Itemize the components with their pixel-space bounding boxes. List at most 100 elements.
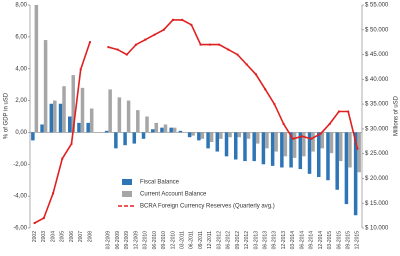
x-tick-label: 06-2012 xyxy=(226,231,232,250)
legend-label: Fiscal Balance xyxy=(140,180,180,186)
line-marker xyxy=(227,48,230,51)
bar xyxy=(187,132,192,138)
line-marker xyxy=(328,122,331,125)
x-tick-label: 09-2009 xyxy=(124,231,130,250)
line-marker xyxy=(337,110,340,113)
bar xyxy=(265,132,269,149)
y-tick-label: 2,00 xyxy=(15,98,27,104)
bar xyxy=(233,132,238,160)
y2-tick-label: $ 55.000 xyxy=(365,3,389,9)
bar xyxy=(132,132,137,144)
bar xyxy=(252,132,256,162)
bar xyxy=(191,132,195,136)
line-marker xyxy=(88,41,91,44)
line-marker xyxy=(245,63,248,66)
bar xyxy=(49,103,54,133)
bar xyxy=(34,5,39,133)
x-tick-label: 06-2011 xyxy=(189,231,195,249)
line-marker xyxy=(319,132,322,135)
line-marker xyxy=(273,103,276,106)
line-marker xyxy=(70,142,73,145)
line-marker xyxy=(107,46,110,49)
line-marker xyxy=(264,88,267,91)
line-marker xyxy=(135,43,138,46)
x-tick-label: 03-2012 xyxy=(216,231,222,250)
y2-tick-label: $ 35.000 xyxy=(365,102,389,108)
legend-swatch xyxy=(122,179,132,185)
bar xyxy=(320,132,325,149)
line-marker xyxy=(52,192,55,195)
x-tick-label: 2006 xyxy=(69,231,75,242)
y2-tick-label: $ 30.000 xyxy=(365,126,389,132)
bar xyxy=(169,127,173,133)
line-marker xyxy=(347,110,350,113)
x-tick-label: 06-2009 xyxy=(115,231,121,250)
bar xyxy=(123,132,127,146)
x-tick-label: 12-2009 xyxy=(133,231,139,250)
x-tick-label: 09-2012 xyxy=(235,231,241,250)
bar xyxy=(255,132,260,144)
x-tick-label: 09-2011 xyxy=(198,231,204,249)
line-marker xyxy=(254,73,257,76)
x-tick-label: 12-2012 xyxy=(244,231,250,250)
bar xyxy=(344,132,349,205)
y2-tick-label: $ 25.000 xyxy=(365,151,389,157)
x-tick-label: 12-2014 xyxy=(318,231,324,250)
bar xyxy=(172,127,177,133)
line-marker xyxy=(79,68,82,71)
x-tick-label: 03-2013 xyxy=(253,231,259,250)
x-tick-label: 06-2015 xyxy=(336,231,342,250)
bar xyxy=(117,97,122,133)
legend-label: Current Account Balance xyxy=(140,192,207,198)
y2-axis-label: Millions of uSD xyxy=(394,95,400,136)
x-tick-label: 2003 xyxy=(41,231,47,242)
x-tick-label: 06-2014 xyxy=(299,231,305,250)
bar xyxy=(228,132,232,138)
x-tick-label: 09-2010 xyxy=(161,231,167,250)
line-marker xyxy=(181,18,184,21)
bar xyxy=(104,130,109,133)
bar xyxy=(292,132,297,158)
line-marker xyxy=(199,43,202,46)
y2-tick-label: $ 15.000 xyxy=(365,201,389,207)
line-marker xyxy=(310,137,313,140)
bar xyxy=(77,122,81,133)
line-marker xyxy=(116,48,119,51)
line-marker xyxy=(218,43,221,46)
x-tick-label: 09-2014 xyxy=(309,231,315,250)
bar xyxy=(86,122,90,133)
line-marker xyxy=(291,137,294,140)
line-marker xyxy=(33,222,36,225)
bar xyxy=(58,103,63,133)
bar xyxy=(261,132,266,165)
line-marker xyxy=(61,157,64,160)
bar xyxy=(243,132,247,162)
bar xyxy=(329,132,334,154)
line-marker xyxy=(301,135,304,138)
bar xyxy=(348,132,352,168)
bar xyxy=(219,132,223,139)
bar xyxy=(141,132,146,139)
bar xyxy=(40,124,44,133)
bar xyxy=(274,132,278,152)
x-tick-label: 2008 xyxy=(87,231,93,242)
y2-tick-label: $ 45.000 xyxy=(365,52,389,58)
bar xyxy=(206,132,210,149)
x-tick-label: 09-2015 xyxy=(345,231,351,250)
bar xyxy=(283,132,288,157)
bar xyxy=(154,122,159,133)
y-tick-label: -2,00 xyxy=(13,162,27,168)
y-axis-label: % of GDP in uSD xyxy=(4,92,10,139)
bar xyxy=(316,132,321,178)
y2-tick-label: $ 10.000 xyxy=(365,226,389,232)
x-tick-label: 06-2013 xyxy=(262,231,268,250)
y2-tick-label: $ 20.000 xyxy=(365,176,389,182)
x-tick-label: 03-2014 xyxy=(290,231,296,250)
line-marker xyxy=(153,33,156,36)
bar xyxy=(215,132,220,152)
line-marker xyxy=(236,53,239,56)
bar xyxy=(126,100,131,133)
line-marker xyxy=(125,53,128,56)
x-tick-label: 2002 xyxy=(32,231,38,242)
bar xyxy=(289,132,293,168)
